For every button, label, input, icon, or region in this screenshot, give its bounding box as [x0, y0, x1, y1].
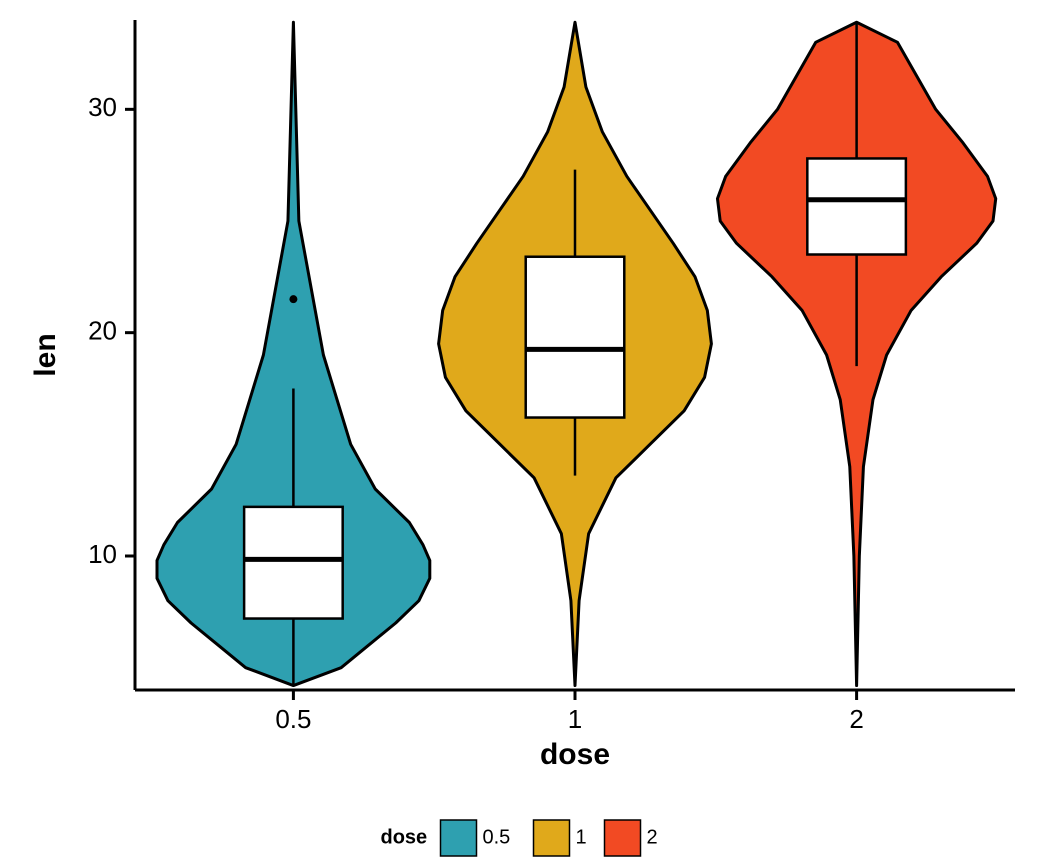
- y-tick-label: 30: [88, 92, 117, 122]
- legend-title: dose: [381, 826, 428, 848]
- legend-label: 0.5: [483, 826, 511, 848]
- violin-boxplot-chart: 10 20 30 0.5 1 2 len dose dose 0.5 1 2: [0, 0, 1056, 864]
- y-tick-label: 10: [88, 539, 117, 569]
- legend-key: [441, 820, 477, 856]
- x-tick-label: 1: [568, 704, 582, 734]
- x-tick-label: 2: [849, 704, 863, 734]
- x-tick-label: 0.5: [275, 704, 311, 734]
- legend-label: 1: [576, 826, 587, 848]
- x-axis-title: dose: [540, 738, 610, 771]
- box-1: [526, 257, 625, 418]
- legend-label: 2: [647, 826, 658, 848]
- box-2: [807, 158, 906, 254]
- y-axis-title: len: [29, 333, 62, 376]
- legend-key: [605, 820, 641, 856]
- legend-key: [534, 820, 570, 856]
- box-0.5: [244, 507, 343, 619]
- chart-container: 10 20 30 0.5 1 2 len dose dose 0.5 1 2: [0, 0, 1056, 864]
- outlier-0.5: [289, 295, 297, 303]
- y-tick-label: 20: [88, 316, 117, 346]
